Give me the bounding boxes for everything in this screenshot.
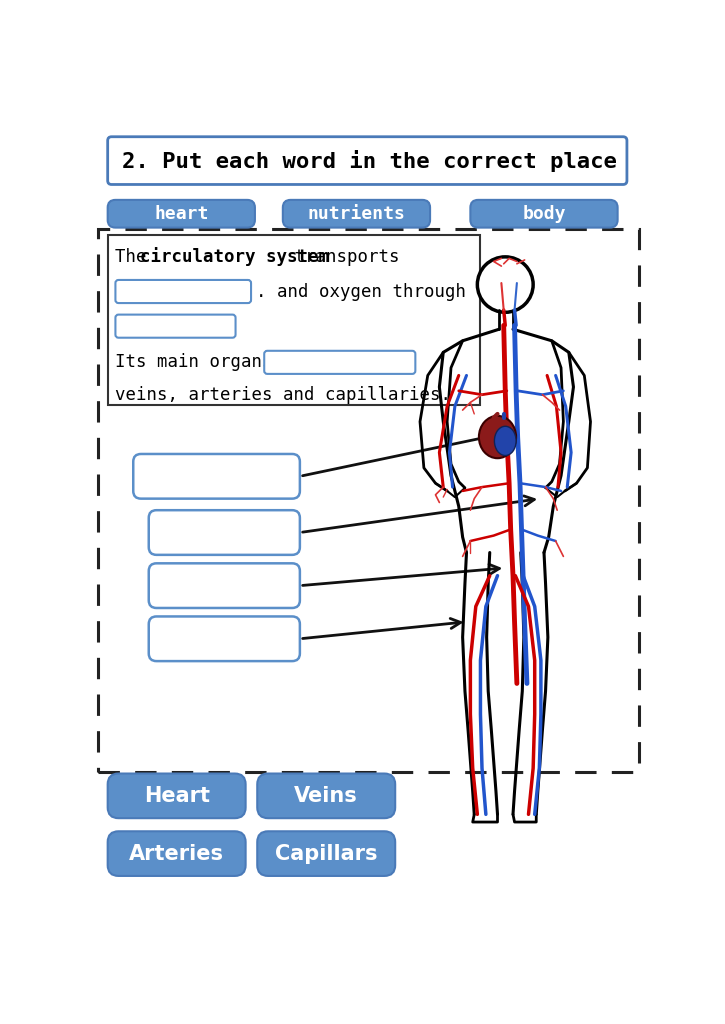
Ellipse shape	[479, 416, 516, 458]
FancyBboxPatch shape	[115, 314, 236, 338]
FancyBboxPatch shape	[133, 454, 300, 499]
Text: veins, arteries and capillaries.: veins, arteries and capillaries.	[115, 386, 452, 403]
FancyBboxPatch shape	[257, 831, 395, 876]
FancyBboxPatch shape	[257, 773, 395, 818]
Text: heart: heart	[154, 205, 209, 223]
Text: The: The	[115, 248, 157, 266]
FancyBboxPatch shape	[108, 831, 246, 876]
Text: Arteries: Arteries	[129, 844, 224, 863]
Bar	[99, 229, 639, 772]
Text: circulatory system: circulatory system	[140, 248, 329, 266]
FancyBboxPatch shape	[149, 616, 300, 662]
Text: . and oxygen through the: . and oxygen through the	[257, 283, 508, 300]
FancyBboxPatch shape	[264, 351, 415, 374]
Text: body: body	[522, 205, 566, 223]
FancyBboxPatch shape	[108, 200, 255, 227]
Text: Veins: Veins	[294, 785, 358, 806]
Text: nutrients: nutrients	[307, 205, 405, 223]
Bar	[108, 236, 480, 404]
Text: Its main organs are: Its main organs are	[115, 353, 326, 372]
Text: Capillars: Capillars	[275, 844, 378, 863]
FancyBboxPatch shape	[115, 280, 251, 303]
FancyBboxPatch shape	[108, 137, 627, 184]
Text: 2. Put each word in the correct place: 2. Put each word in the correct place	[122, 150, 616, 172]
Text: Heart: Heart	[144, 785, 210, 806]
FancyBboxPatch shape	[149, 510, 300, 555]
FancyBboxPatch shape	[283, 200, 430, 227]
Circle shape	[477, 257, 533, 312]
FancyBboxPatch shape	[149, 563, 300, 608]
Ellipse shape	[494, 426, 516, 456]
FancyBboxPatch shape	[108, 773, 246, 818]
Text: transports: transports	[284, 248, 400, 266]
FancyBboxPatch shape	[471, 200, 618, 227]
